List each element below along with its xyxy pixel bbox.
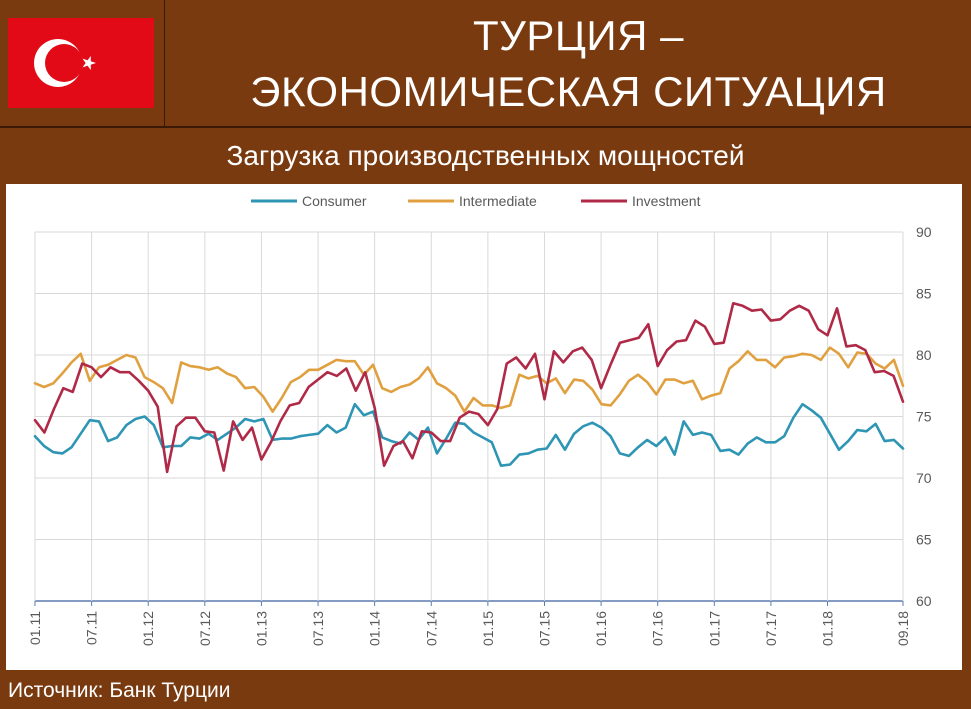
chart-subtitle: Загрузка производственных мощностей bbox=[226, 140, 745, 171]
y-tick-label-80: 80 bbox=[916, 347, 932, 363]
x-tick-label-01.16: 01.16 bbox=[593, 611, 609, 646]
x-tick-label-01.15: 01.15 bbox=[480, 611, 496, 646]
capacity-utilization-chart: 60 65 70 75 80 85 90 01.11 07.11 01.12 07.12 01.13 0… bbox=[27, 193, 932, 646]
flag-cell bbox=[0, 0, 165, 128]
header-bar: ТУРЦИЯ – ЭКОНОМИЧЕСКАЯ СИТУАЦИЯ bbox=[0, 0, 971, 128]
x-tick-label-07.11: 07.11 bbox=[84, 611, 100, 645]
title-line-1: ТУРЦИЯ – bbox=[473, 12, 684, 59]
source-note: Источник: Банк Турции bbox=[8, 679, 231, 702]
turkey-flag-graphic bbox=[8, 18, 154, 108]
x-tick-label-07.16: 07.16 bbox=[650, 611, 666, 646]
x-tick-label-01.13: 01.13 bbox=[253, 611, 269, 646]
x-tick-label-01.14: 01.14 bbox=[367, 611, 383, 646]
x-tick-label-07.15: 07.15 bbox=[536, 611, 552, 646]
x-tick-label-01.18: 01.18 bbox=[820, 611, 836, 646]
x-tick-label-01.12: 01.12 bbox=[140, 611, 156, 646]
x-tick-label-01.11: 01.11 bbox=[27, 611, 43, 645]
legend-label-consumer: Consumer bbox=[302, 193, 367, 209]
x-tick-label-01.17: 01.17 bbox=[706, 611, 722, 646]
y-tick-label-75: 75 bbox=[916, 409, 932, 425]
x-tick-label-07.13: 07.13 bbox=[310, 611, 326, 646]
series-line-intermediate bbox=[33, 346, 905, 413]
legend-label-intermediate: Intermediate bbox=[459, 193, 537, 209]
x-tick-label-07.14: 07.14 bbox=[423, 611, 439, 646]
x-tick-label-07.12: 07.12 bbox=[197, 611, 213, 646]
y-tick-label-90: 90 bbox=[916, 224, 932, 240]
legend-label-investment: Investment bbox=[632, 193, 701, 209]
chart-panel: 60 65 70 75 80 85 90 01.11 07.11 01.12 07.12 01.13 0… bbox=[6, 184, 962, 670]
x-tick-label-07.17: 07.17 bbox=[763, 611, 779, 646]
series-line-consumer bbox=[33, 402, 905, 468]
x-tick-label-09.18: 09.18 bbox=[895, 611, 911, 646]
y-tick-label-60: 60 bbox=[916, 593, 932, 609]
y-tick-label-70: 70 bbox=[916, 470, 932, 486]
turkey-flag-icon bbox=[8, 18, 154, 108]
title-line-2: ЭКОНОМИЧЕСКАЯ СИТУАЦИЯ bbox=[250, 68, 887, 115]
page-title: ТУРЦИЯ – ЭКОНОМИЧЕСКАЯ СИТУАЦИЯ bbox=[166, 0, 971, 128]
series-line-investment bbox=[33, 302, 905, 474]
y-tick-label-65: 65 bbox=[916, 532, 932, 548]
y-tick-label-85: 85 bbox=[916, 286, 932, 302]
